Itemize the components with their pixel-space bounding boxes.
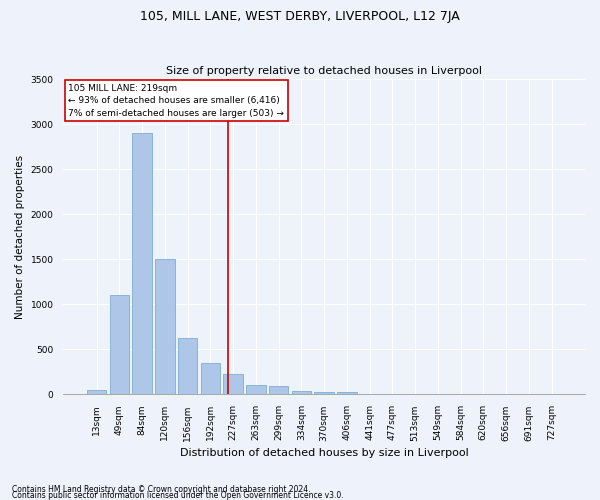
Bar xyxy=(292,391,311,394)
Bar xyxy=(110,296,129,394)
Bar xyxy=(246,386,266,394)
Bar xyxy=(201,363,220,394)
Bar xyxy=(133,133,152,394)
Bar xyxy=(337,392,356,394)
Bar xyxy=(155,260,175,394)
Text: Contains HM Land Registry data © Crown copyright and database right 2024.: Contains HM Land Registry data © Crown c… xyxy=(12,484,311,494)
Text: Contains public sector information licensed under the Open Government Licence v3: Contains public sector information licen… xyxy=(12,490,344,500)
Text: 105 MILL LANE: 219sqm
← 93% of detached houses are smaller (6,416)
7% of semi-de: 105 MILL LANE: 219sqm ← 93% of detached … xyxy=(68,84,284,118)
Bar xyxy=(87,390,106,394)
Title: Size of property relative to detached houses in Liverpool: Size of property relative to detached ho… xyxy=(166,66,482,76)
Y-axis label: Number of detached properties: Number of detached properties xyxy=(15,154,25,319)
Text: 105, MILL LANE, WEST DERBY, LIVERPOOL, L12 7JA: 105, MILL LANE, WEST DERBY, LIVERPOOL, L… xyxy=(140,10,460,23)
Bar xyxy=(269,386,289,394)
Bar xyxy=(223,374,243,394)
Bar xyxy=(314,392,334,394)
X-axis label: Distribution of detached houses by size in Liverpool: Distribution of detached houses by size … xyxy=(180,448,469,458)
Bar xyxy=(178,338,197,394)
